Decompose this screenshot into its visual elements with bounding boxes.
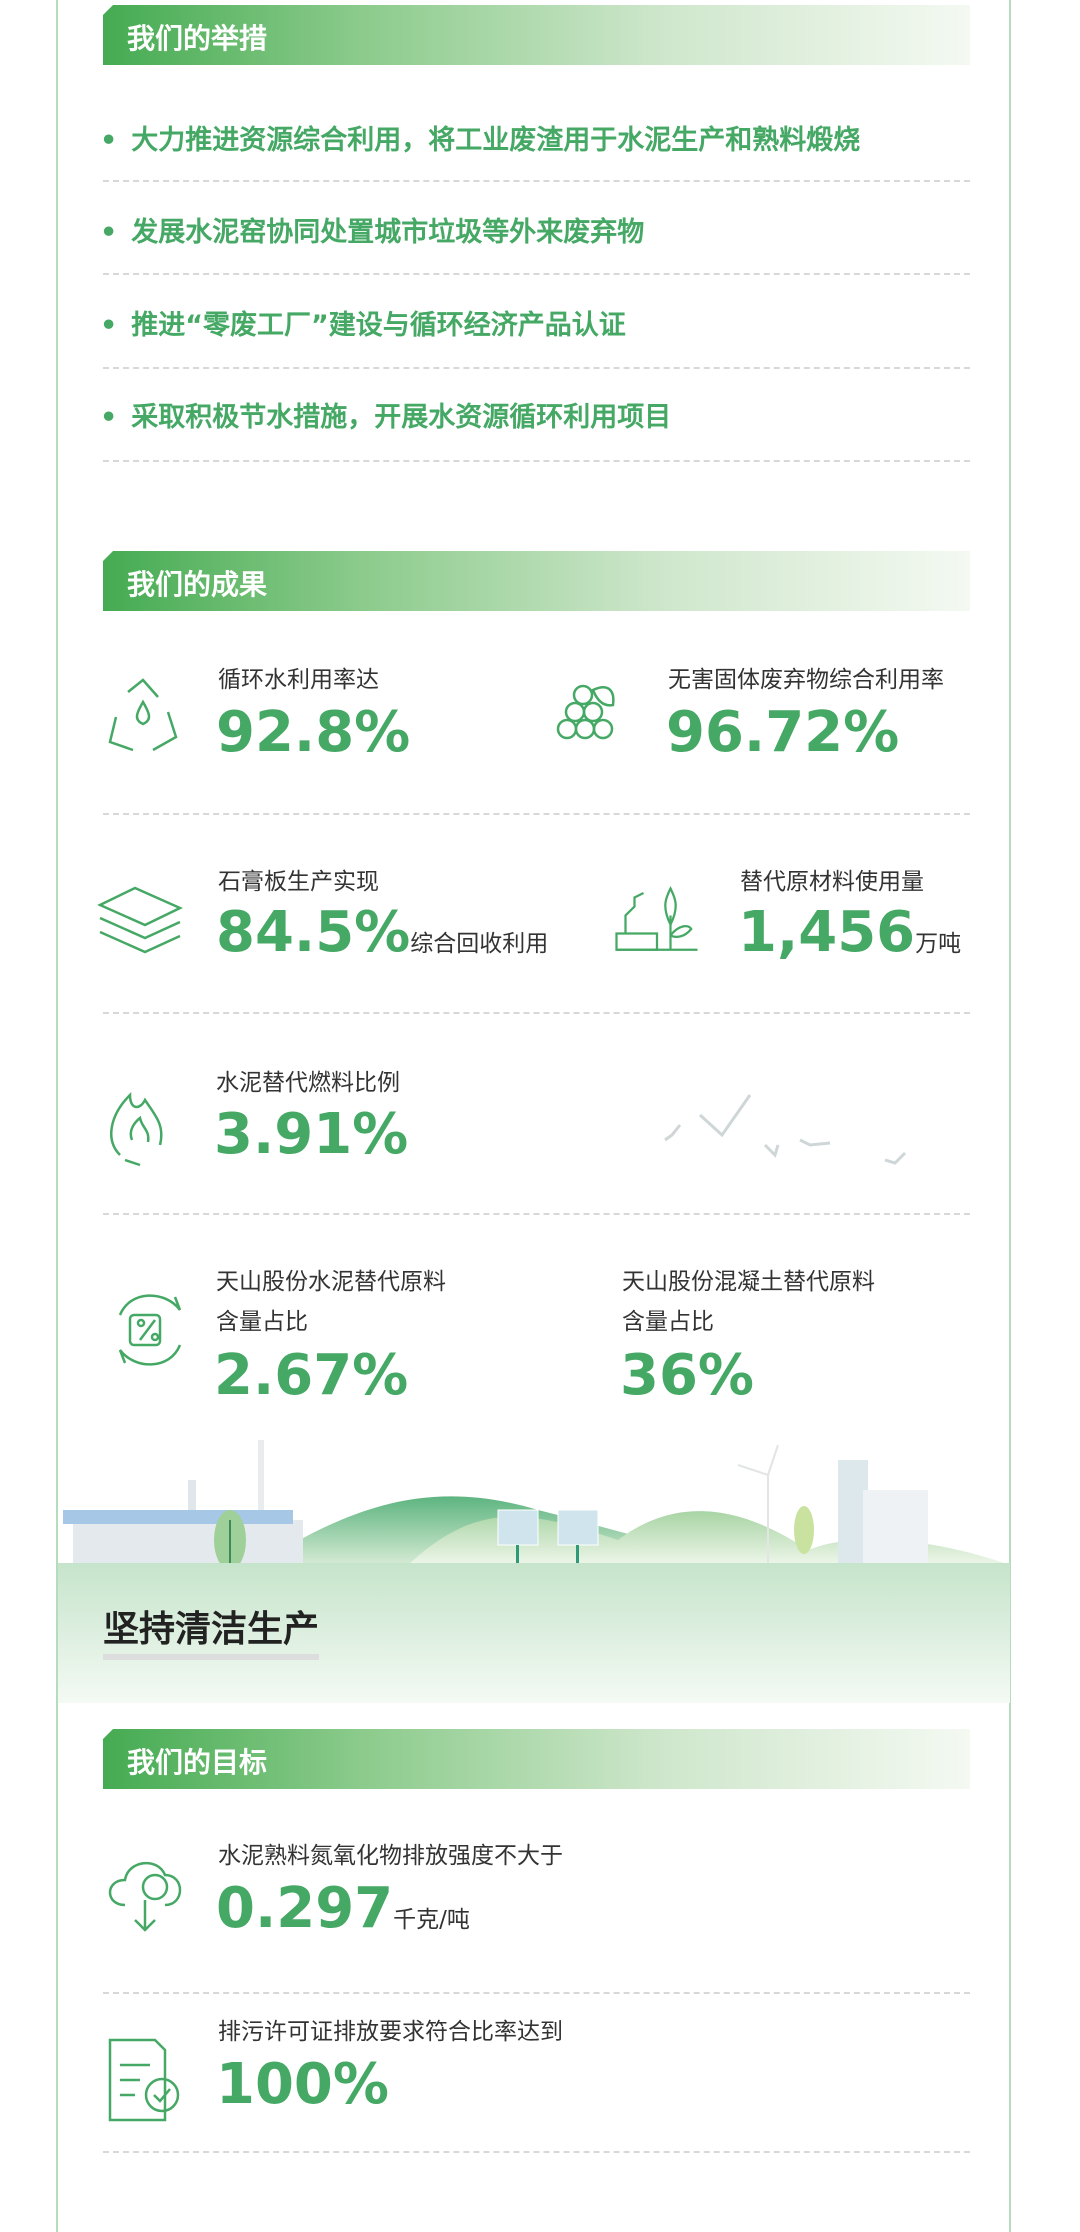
value-unit: 千克/吨 (393, 1907, 470, 1933)
stat-value: 96.72% (666, 700, 900, 765)
stat-label: 水泥熟料氮氧化物排放强度不大于 (218, 1843, 563, 1869)
divider (103, 1012, 970, 1014)
value-unit: 综合回收利用 (410, 931, 549, 957)
goals-header: 我们的目标 (103, 1729, 970, 1789)
section-band (58, 1563, 1010, 1703)
stat-value: 3.91% (214, 1102, 409, 1167)
stat-label: 无害固体废弃物综合利用率 (668, 667, 944, 693)
stat-label: 天山股份混凝土替代原料 (622, 1269, 875, 1295)
factory-plant-icon (615, 885, 698, 951)
divider (103, 460, 970, 462)
divider (103, 180, 970, 182)
stacked-boards-icon (97, 886, 183, 954)
stat-value: 84.5%综合回收利用 (216, 900, 548, 965)
measures-header: 我们的举措 (103, 5, 970, 65)
divider (103, 1992, 970, 1994)
left-border (56, 0, 58, 2232)
list-item: 采取积极节水措施，开展水资源循环利用项目 (100, 395, 671, 434)
stat-value: 0.297千克/吨 (216, 1876, 470, 1941)
stat-label: 排污许可证排放要求符合比率达到 (218, 2019, 563, 2045)
stat-label-line2: 含量占比 (216, 1309, 308, 1335)
list-item: 推进“零废工厂”建设与循环经济产品认证 (100, 303, 626, 342)
divider (103, 2151, 970, 2153)
stat-value: 1,456万吨 (738, 900, 961, 965)
stat-label: 替代原材料使用量 (740, 869, 924, 895)
header-label: 我们的成果 (127, 568, 268, 601)
stat-label: 水泥替代燃料比例 (216, 1070, 400, 1096)
landscape-illustration (63, 1440, 1010, 1565)
stat-label: 石膏板生产实现 (218, 869, 379, 895)
stat-value: 2.67% (214, 1343, 409, 1408)
value-number: 1,456 (738, 900, 916, 965)
flame-recycle-icon (110, 1091, 163, 1167)
stat-value: 36% (620, 1343, 755, 1408)
list-item: 发展水泥窑协同处置城市垃圾等外来废弃物 (100, 210, 644, 249)
header-label: 我们的举措 (127, 22, 268, 55)
value-unit: 万吨 (915, 931, 962, 957)
header-label: 我们的目标 (127, 1746, 268, 1779)
value-number: 0.297 (216, 1876, 394, 1941)
section-title: 坚持清洁生产 (103, 1600, 320, 1660)
right-border (1009, 0, 1011, 2232)
stat-value: 92.8% (216, 700, 411, 765)
divider (103, 813, 970, 815)
divider (103, 367, 970, 369)
document-check-icon (108, 2038, 180, 2122)
divider (103, 273, 970, 275)
results-header: 我们的成果 (103, 551, 970, 611)
list-item: 大力推进资源综合利用，将工业废渣用于水泥生产和熟料煅烧 (100, 118, 860, 157)
stacked-balls-leaf-icon (556, 684, 615, 740)
cloud-download-icon (108, 1861, 182, 1932)
recycle-water-icon (108, 678, 178, 752)
stat-label: 天山股份水泥替代原料 (216, 1269, 446, 1295)
stat-label: 循环水利用率达 (218, 667, 379, 693)
birds-illustration (664, 1094, 907, 1165)
percent-cycle-icon (118, 1294, 182, 1366)
stat-value: 100% (216, 2052, 390, 2117)
value-number: 84.5% (216, 900, 411, 965)
stat-label-line2: 含量占比 (622, 1309, 714, 1335)
divider (103, 1213, 970, 1215)
